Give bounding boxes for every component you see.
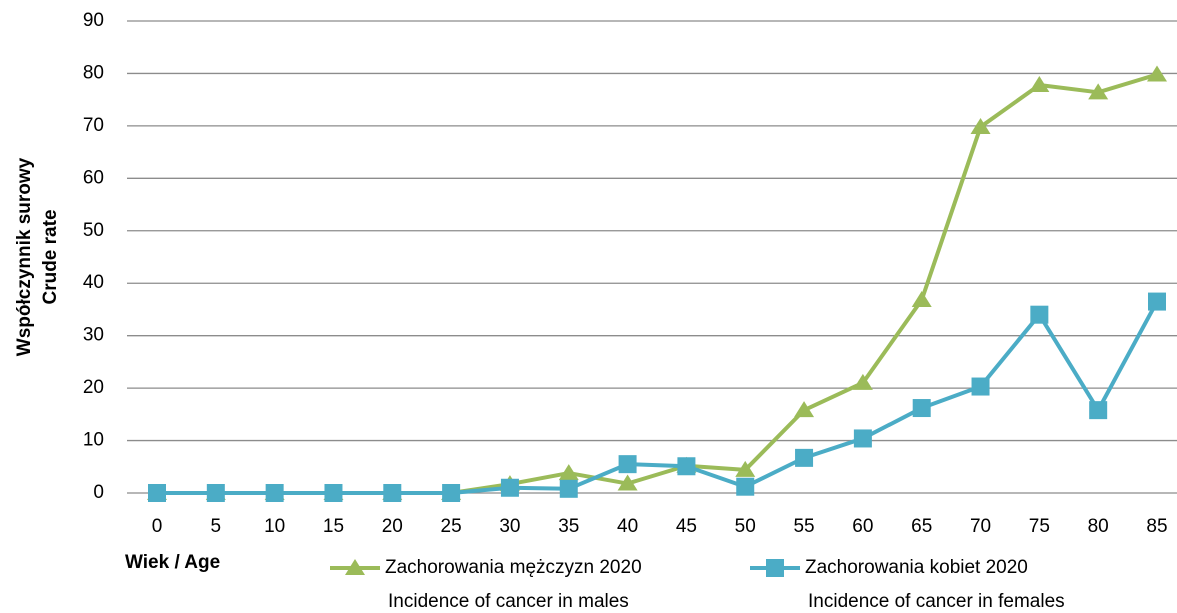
x-tick-label: 70 — [970, 516, 991, 537]
marker — [736, 477, 755, 496]
x-tick-label: 10 — [264, 516, 285, 537]
marker — [617, 474, 638, 491]
y-tick-label: 10 — [83, 430, 104, 451]
marker — [911, 291, 932, 308]
marker — [618, 455, 637, 474]
marker — [795, 448, 814, 467]
x-tick-label: 5 — [211, 516, 222, 537]
marker — [1030, 305, 1049, 324]
legend-label: Zachorowania mężczyzn 2020 — [385, 557, 642, 578]
marker — [912, 399, 931, 418]
legend-label: Zachorowania kobiet 2020 — [805, 557, 1028, 578]
y-tick-label: 30 — [83, 325, 104, 346]
legend-marker — [766, 559, 784, 577]
x-tick-label: 35 — [558, 516, 579, 537]
x-tick-label: 50 — [735, 516, 756, 537]
marker — [1088, 83, 1109, 100]
legend-marker — [345, 559, 365, 575]
y-tick-label: 0 — [93, 482, 104, 503]
y-tick-label: 80 — [83, 62, 104, 83]
x-tick-label: 60 — [852, 516, 873, 537]
x-tick-label: 45 — [676, 516, 697, 537]
y-tick-label: 40 — [83, 272, 104, 293]
marker — [1089, 401, 1108, 420]
y-tick-label: 70 — [83, 115, 104, 136]
marker — [265, 484, 284, 502]
x-tick-label: 40 — [617, 516, 638, 537]
marker — [852, 373, 873, 390]
marker — [735, 460, 756, 477]
legend-label: Incidence of cancer in females — [808, 591, 1065, 612]
y-axis-label: Współczynnik surowy Crude rate — [14, 157, 61, 356]
series-line — [157, 300, 1159, 495]
y-tick-label: 20 — [83, 377, 104, 398]
y-axis-label-line: Crude rate — [40, 209, 61, 304]
x-tick-label: 15 — [323, 516, 344, 537]
marker — [559, 479, 578, 498]
x-tick-label: 65 — [911, 516, 932, 537]
marker — [324, 484, 343, 502]
marker — [383, 484, 402, 502]
marker — [971, 377, 990, 396]
x-tick-label: 30 — [499, 516, 520, 537]
legend-label: Incidence of cancer in males — [388, 591, 629, 612]
x-tick-label: 55 — [793, 516, 814, 537]
x-tick-label: 20 — [382, 516, 403, 537]
marker — [794, 401, 815, 418]
marker — [500, 478, 519, 497]
y-axis-label-line: Współczynnik surowy — [14, 157, 35, 356]
y-tick-label: 60 — [83, 167, 104, 188]
x-tick-label: 85 — [1146, 516, 1167, 537]
marker — [442, 484, 461, 502]
marker — [1147, 65, 1167, 82]
marker — [677, 457, 696, 476]
y-tick-label: 90 — [83, 10, 104, 31]
x-tick-label: 75 — [1029, 516, 1050, 537]
x-axis-label: Wiek / Age — [125, 552, 220, 573]
marker — [148, 484, 166, 502]
marker — [970, 117, 991, 134]
y-tick-label: 50 — [83, 220, 104, 241]
x-tick-label: 0 — [152, 516, 163, 537]
marker — [206, 484, 225, 502]
marker — [1029, 75, 1050, 92]
marker — [853, 429, 872, 448]
x-tick-label: 25 — [441, 516, 462, 537]
x-tick-label: 80 — [1088, 516, 1109, 537]
marker — [558, 464, 579, 481]
marker — [1148, 292, 1166, 311]
